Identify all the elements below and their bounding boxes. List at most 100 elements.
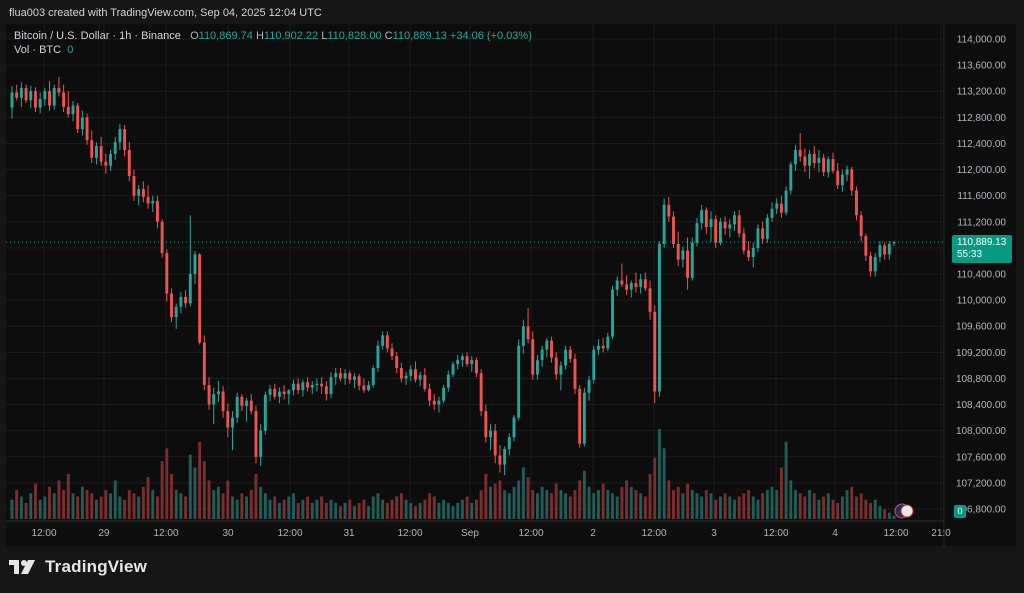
volume-bar xyxy=(357,502,361,519)
volume-bar xyxy=(582,470,586,519)
volume-bar xyxy=(385,502,389,519)
candle-body xyxy=(592,349,596,380)
candle-body xyxy=(812,153,816,164)
volume-bar xyxy=(808,490,812,519)
volume-bar xyxy=(38,499,42,519)
candle-body xyxy=(207,384,211,405)
candle-body xyxy=(564,349,568,366)
volume-bar xyxy=(521,467,525,519)
candle-body xyxy=(165,253,169,294)
candle-body xyxy=(662,204,666,244)
volume-bar xyxy=(761,493,765,519)
volume-bar xyxy=(184,496,188,519)
candle-body xyxy=(376,345,380,368)
candle-body xyxy=(254,411,258,457)
volume-bar xyxy=(564,493,568,519)
volume-bar xyxy=(578,480,582,519)
volume-bar xyxy=(672,490,675,519)
candle-body xyxy=(714,219,718,243)
candle-body xyxy=(517,345,521,418)
candle-body xyxy=(836,170,840,186)
volume-bar xyxy=(779,467,783,519)
volume-bar xyxy=(273,496,277,519)
candle-body xyxy=(765,217,769,239)
volume-bar xyxy=(596,490,600,519)
volume-bar xyxy=(15,490,19,519)
volume-bar xyxy=(625,480,629,519)
candle-body xyxy=(611,289,614,337)
volume-bar xyxy=(207,480,211,519)
tradingview-logo-icon xyxy=(9,560,35,574)
chart-panel[interactable]: 114,000.00 113,600.00 113,200.00 112,800.00… xyxy=(6,24,1016,546)
volume-bar xyxy=(822,496,826,519)
volume-bar xyxy=(226,480,230,519)
candle-body xyxy=(367,384,371,391)
volume-bar xyxy=(803,496,807,519)
volume-bar xyxy=(817,499,821,519)
y-axis-tick-label: 107,600.00 xyxy=(956,452,1006,463)
volume-bar xyxy=(550,493,553,519)
candle-body xyxy=(728,224,732,229)
candle-body xyxy=(90,140,94,158)
volume-bar xyxy=(348,499,352,519)
candle-body xyxy=(840,174,844,186)
volume-bar xyxy=(475,499,478,519)
candle-body xyxy=(184,296,188,304)
volume-bar xyxy=(554,483,558,519)
candle-body xyxy=(221,391,225,412)
candle-body xyxy=(395,356,399,368)
volume-bar xyxy=(249,490,253,519)
candle-body xyxy=(826,159,830,173)
volume-bar xyxy=(723,493,727,519)
volume-bar xyxy=(409,502,413,519)
volume-bar xyxy=(254,474,258,519)
brand-name: TradingView xyxy=(45,557,148,576)
volume-bar xyxy=(329,499,333,519)
candle-body xyxy=(19,87,23,98)
candle-body xyxy=(704,210,708,227)
volume-label[interactable]: Vol · BTC xyxy=(14,44,62,56)
volume-bar xyxy=(709,493,713,519)
volume-bar xyxy=(540,486,544,519)
price-chart[interactable]: 114,000.00 113,600.00 113,200.00 112,800.00… xyxy=(6,24,1016,546)
volume-bar xyxy=(376,493,380,519)
volume-bar xyxy=(296,502,300,519)
volume-bar xyxy=(892,515,896,519)
candle-body xyxy=(324,386,328,395)
volume-bar xyxy=(263,493,267,519)
candle-body xyxy=(657,243,661,392)
symbol-name[interactable]: Bitcoin / U.S. Dollar · 1h · Binance xyxy=(14,30,181,42)
candle-body xyxy=(174,306,178,318)
candle-body xyxy=(76,105,80,130)
candle-body xyxy=(146,196,150,204)
volume-bar xyxy=(620,486,624,519)
candle-body xyxy=(263,394,267,431)
candle-body xyxy=(756,228,760,248)
volume-bar xyxy=(864,499,868,519)
current-price-tag: 110,889.13 55:33 xyxy=(952,235,1012,263)
volume-bar xyxy=(80,486,84,519)
volume-bar xyxy=(395,496,399,519)
x-axis-tick-label: 29 xyxy=(98,528,110,539)
candle-body xyxy=(742,233,746,251)
volume-bar xyxy=(451,506,455,519)
candle-body xyxy=(277,391,281,397)
volume-bar xyxy=(113,480,117,519)
candle-body xyxy=(109,153,112,166)
candle-body xyxy=(296,383,300,391)
candle-body xyxy=(850,169,854,191)
volume-bar xyxy=(545,490,549,519)
change-value: +34.06 (+0.03%) xyxy=(449,30,532,42)
volume-bar xyxy=(193,467,197,519)
candle-body xyxy=(371,368,375,385)
volume-bar xyxy=(24,502,28,519)
volume-bar xyxy=(245,496,249,519)
candle-body xyxy=(456,360,460,365)
volume-bar xyxy=(873,499,877,519)
volume-bar xyxy=(700,496,704,519)
x-axis-tick-label: 3 xyxy=(711,528,717,539)
volume-bar xyxy=(446,502,450,519)
tradingview-logo[interactable]: TradingView xyxy=(9,557,147,577)
candle-body xyxy=(10,92,14,108)
volume-bar xyxy=(174,490,178,519)
